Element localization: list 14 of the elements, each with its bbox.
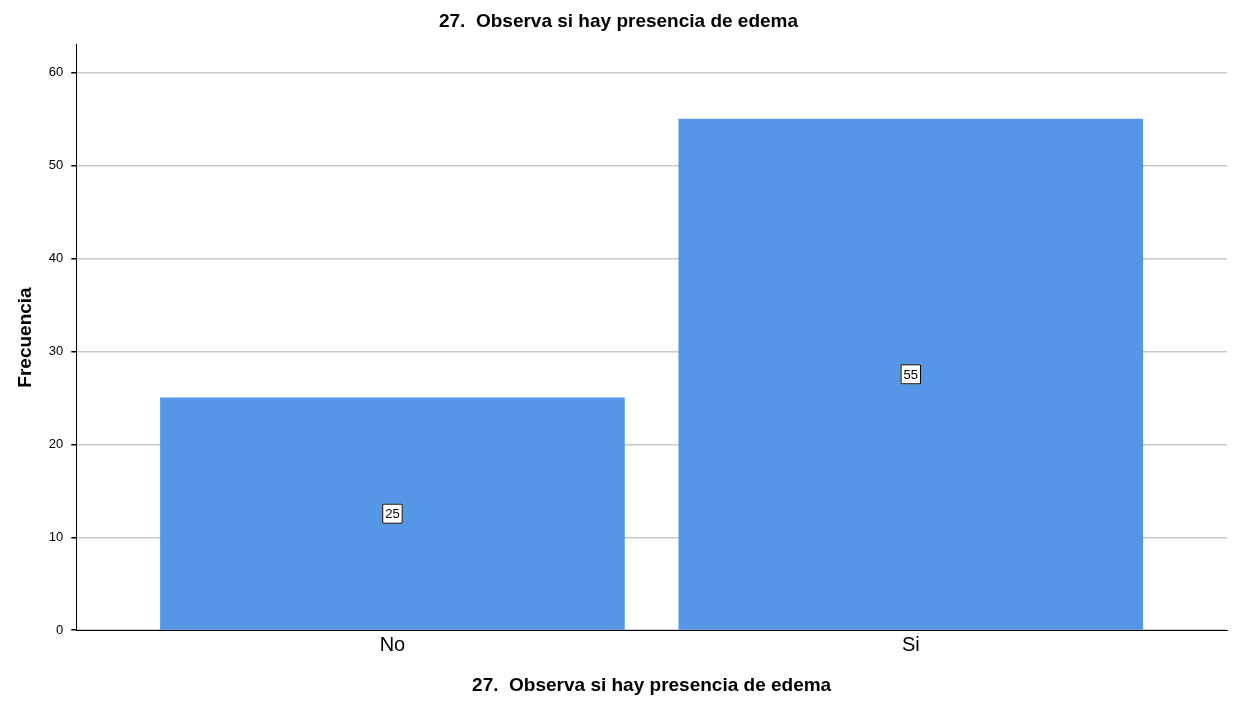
y-tick-label: 10 — [48, 528, 64, 544]
x-tick-label: No — [379, 632, 406, 655]
y-tick-label: 60 — [48, 64, 64, 80]
x-tick-label: Si — [901, 632, 920, 655]
y-axis-title: Frecuencia — [13, 286, 35, 388]
x-axis-title: 27. Observa si hay presencia de edema — [472, 673, 832, 695]
data-label: 25 — [385, 506, 400, 522]
y-tick-label: 50 — [48, 157, 64, 173]
chart-title: 27. Observa si hay presencia de edema — [438, 9, 799, 31]
y-tick-label: 20 — [48, 435, 64, 451]
y-tick-label: 30 — [48, 343, 64, 359]
y-tick-label: 40 — [48, 250, 64, 266]
data-label: 55 — [903, 366, 919, 382]
y-tick-label: 0 — [56, 621, 64, 637]
